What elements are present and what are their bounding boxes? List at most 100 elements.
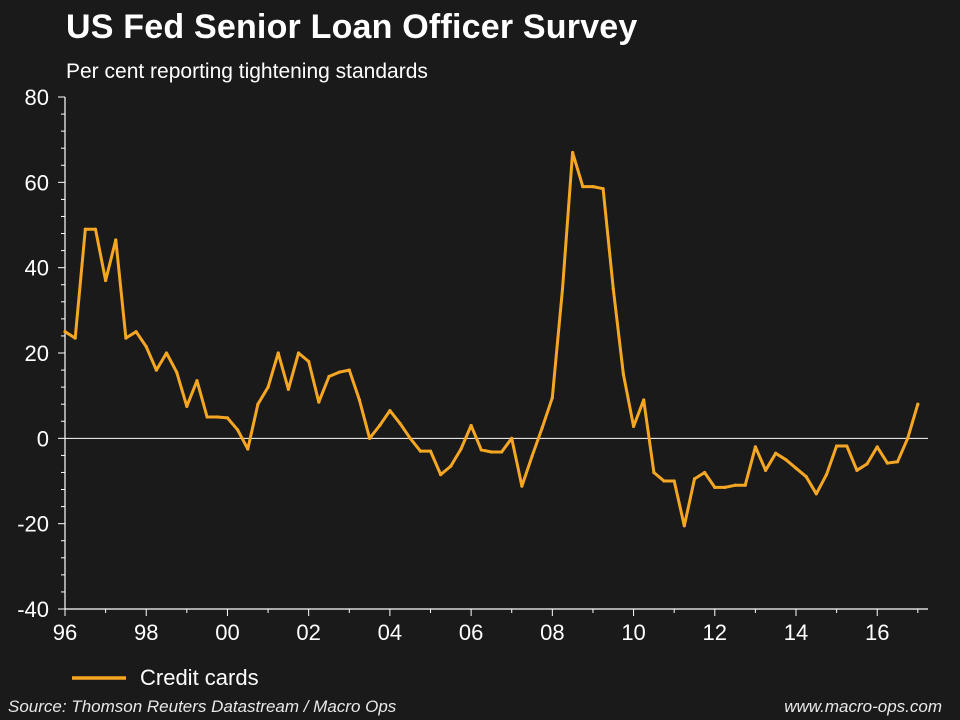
legend: Credit cards — [72, 665, 259, 690]
x-tick-label: 08 — [540, 620, 564, 645]
data-point — [581, 185, 585, 189]
data-point — [611, 287, 615, 291]
data-point — [703, 470, 707, 475]
data-point — [774, 451, 778, 455]
series-group — [63, 150, 920, 528]
data-point — [195, 379, 199, 383]
data-point — [692, 477, 697, 481]
data-point — [845, 444, 849, 448]
x-tick-label: 96 — [53, 620, 77, 645]
data-point — [835, 444, 839, 448]
data-point — [428, 449, 433, 453]
data-point — [175, 370, 179, 374]
data-point — [347, 368, 351, 372]
data-point — [164, 351, 169, 355]
y-tick-label: 40 — [25, 256, 49, 281]
data-point — [225, 416, 230, 420]
data-point — [337, 370, 341, 374]
data-point — [713, 485, 717, 489]
data-point — [723, 485, 727, 489]
data-point — [591, 185, 595, 189]
website-note: www.macro-ops.com — [784, 697, 942, 716]
data-point — [154, 368, 158, 372]
data-point — [631, 424, 636, 428]
data-point — [672, 479, 676, 483]
data-point — [906, 436, 910, 440]
data-point — [357, 398, 362, 402]
data-point — [814, 492, 818, 496]
x-tick-label: 04 — [378, 620, 402, 645]
data-point — [307, 359, 311, 364]
data-point — [682, 524, 686, 528]
data-point — [459, 447, 463, 451]
y-tick-label: -20 — [17, 512, 49, 537]
data-point — [246, 447, 250, 451]
data-point — [784, 458, 788, 462]
data-point — [855, 468, 859, 472]
y-tick-label: 80 — [25, 85, 49, 110]
data-point — [794, 466, 798, 470]
data-point — [510, 436, 514, 440]
data-point — [520, 484, 524, 488]
data-point — [296, 351, 301, 355]
x-tick-label: 14 — [784, 620, 808, 645]
data-point — [134, 330, 138, 334]
data-point — [621, 372, 626, 376]
data-point — [63, 330, 67, 334]
data-point — [367, 436, 372, 440]
data-point — [104, 278, 108, 283]
data-point — [378, 423, 382, 428]
source-note: Source: Thomson Reuters Datastream / Mac… — [8, 697, 397, 716]
data-point — [266, 385, 270, 389]
data-point — [550, 396, 554, 400]
data-point — [530, 454, 534, 458]
y-tick-label: -40 — [17, 597, 49, 622]
y-tick-label: 0 — [37, 426, 49, 451]
data-point — [662, 479, 666, 483]
data-point — [885, 461, 889, 465]
data-point — [418, 449, 422, 453]
data-point — [479, 448, 483, 452]
x-tick-label: 12 — [703, 620, 727, 645]
data-point — [73, 336, 77, 340]
data-point — [895, 460, 900, 464]
x-tick-label: 06 — [459, 620, 483, 645]
data-point — [469, 423, 473, 428]
data-point — [560, 287, 565, 291]
axes-group: -40 -20 0 20 40 60 80 96 98 00 02 04 06 08 10 12 14 16 — [17, 85, 928, 645]
data-point — [388, 409, 392, 413]
data-point — [185, 404, 189, 408]
data-point — [733, 483, 737, 487]
data-point — [499, 450, 504, 454]
data-point — [753, 445, 758, 449]
data-point — [601, 187, 605, 191]
x-tick-label: 10 — [621, 620, 645, 645]
data-point — [804, 475, 808, 479]
data-point — [276, 351, 280, 355]
data-point — [317, 400, 321, 404]
data-point — [540, 426, 544, 430]
data-point — [327, 374, 331, 379]
x-tick-label: 02 — [296, 620, 320, 645]
data-point — [652, 470, 656, 475]
data-point — [865, 462, 869, 466]
data-point — [114, 238, 118, 242]
data-point — [875, 445, 879, 449]
chart-title: US Fed Senior Loan Officer Survey — [66, 8, 638, 46]
data-point — [286, 387, 290, 391]
data-point — [916, 402, 920, 406]
data-point — [408, 436, 412, 440]
data-point — [93, 227, 98, 231]
data-point — [449, 464, 453, 468]
data-point — [763, 468, 768, 472]
data-point — [642, 398, 646, 402]
data-point — [398, 421, 402, 425]
y-tick-label: 20 — [25, 341, 49, 366]
data-point — [83, 227, 87, 231]
series-line-credit-cards — [63, 151, 920, 528]
data-point — [743, 483, 747, 487]
data-point — [124, 336, 128, 340]
data-point — [439, 473, 443, 477]
data-point — [489, 450, 494, 454]
